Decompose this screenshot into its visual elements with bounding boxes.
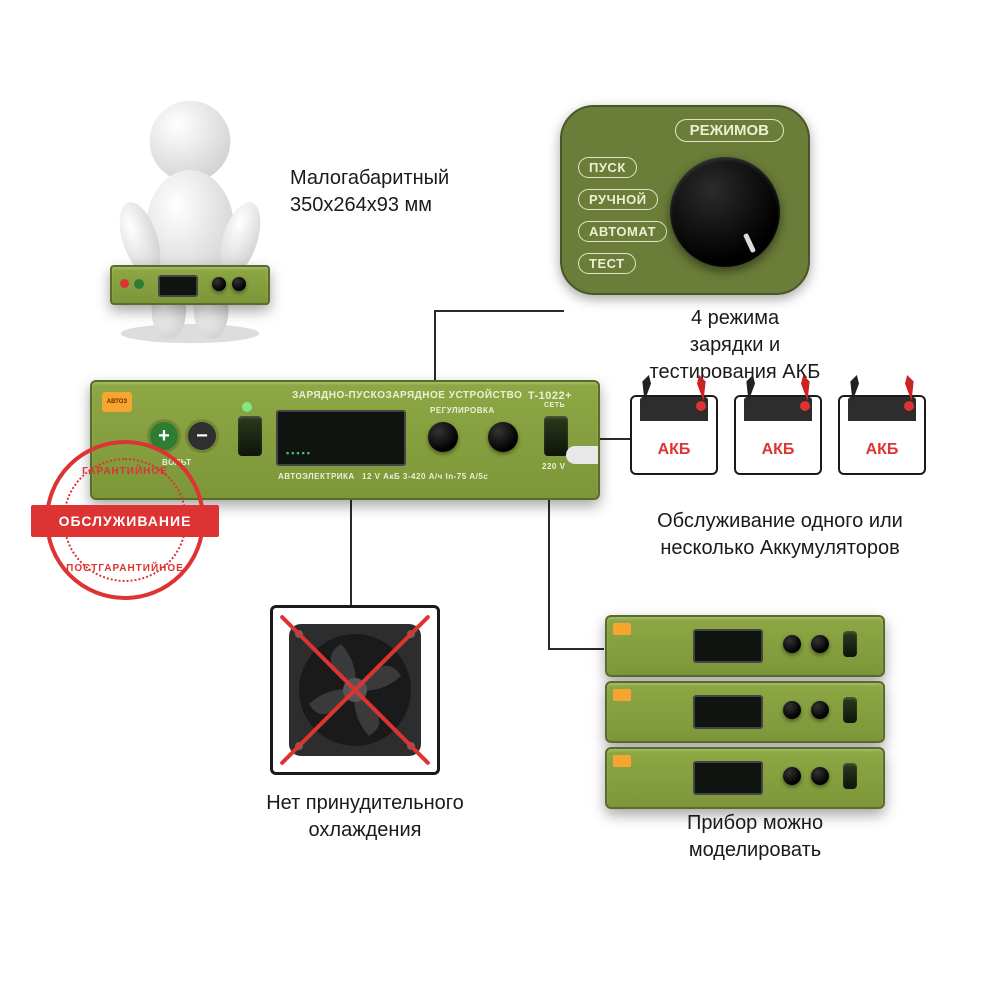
caption-modeling-l1: Прибор можно [650, 810, 860, 837]
led-1 [242, 402, 252, 412]
connector-to-modes-h [434, 310, 564, 312]
caption-compact: Малогабаритный 350х264х93 мм [290, 165, 449, 219]
rocker-left[interactable] [238, 416, 262, 456]
warranty-seal: ГАРАНТИЙНОЕ ОБСЛУЖИВАНИЕ ПОСТГАРАНТИЙНОЕ [45, 440, 205, 600]
net-label: СЕТЬ [544, 402, 565, 409]
caption-nofan-l1: Нет принудительного [255, 790, 475, 817]
device-spec: 12 V АкБ 3-420 А/ч In-75 А/5с [362, 472, 488, 481]
lcd-display: ▪▪▪▪▪ [276, 410, 406, 466]
battery-3-label: АКБ [840, 441, 924, 459]
caption-modeling: Прибор можно моделировать [650, 810, 860, 864]
seal-arc-top: ГАРАНТИЙНОЕ [45, 466, 205, 477]
battery-1-label: АКБ [632, 441, 716, 459]
seal-band: ОБСЛУЖИВАНИЕ [31, 505, 219, 537]
knob-modes[interactable] [428, 422, 458, 452]
connector-to-nofan [350, 498, 352, 608]
battery-3: АКБ [838, 395, 926, 475]
battery-1: АКБ [630, 395, 718, 475]
connector-to-modeling-h [548, 648, 604, 650]
device-stack [605, 615, 885, 809]
caption-batteries-l1: Обслуживание одного или [630, 508, 930, 535]
device-model: T-1022+ [528, 390, 572, 402]
battery-2: АКБ [734, 395, 822, 475]
caption-batteries-l2: несколько Аккумуляторов [630, 535, 930, 562]
rocker-power[interactable] [544, 416, 568, 456]
caption-compact-l1: Малогабаритный [290, 165, 449, 192]
device-title: ЗАРЯДНО-ПУСКОЗАРЯДНОЕ УСТРОЙСТВО [292, 390, 522, 401]
mode-option-2: АВТОМАТ [578, 221, 667, 242]
volt-220: 220 V [542, 462, 565, 471]
caption-modes-l1: 4 режима [625, 305, 845, 332]
caption-compact-l2: 350х264х93 мм [290, 192, 449, 219]
connector-to-modes [434, 310, 436, 382]
connector-to-modeling [548, 498, 550, 648]
caption-modes: 4 режима зарядки и тестирования АКБ [625, 305, 845, 386]
reg-label: РЕГУЛИРОВКА [430, 406, 495, 415]
caption-nofan: Нет принудительного охлаждения [255, 790, 475, 844]
infographic-canvas: АВТОЗ ЗАРЯДНО-ПУСКОЗАРЯДНОЕ УСТРОЙСТВО T… [0, 0, 1000, 1000]
no-fan-box [270, 605, 440, 775]
mode-option-1: РУЧНОЙ [578, 189, 658, 210]
caption-modeling-l2: моделировать [650, 837, 860, 864]
mains-cable [566, 446, 600, 464]
stack-unit-1 [605, 615, 885, 677]
mode-option-3: ТЕСТ [578, 253, 636, 274]
mode-dial-knob[interactable] [670, 157, 780, 267]
caption-nofan-l2: охлаждения [255, 817, 475, 844]
connector-to-batteries [598, 438, 630, 440]
mode-option-0: ПУСК [578, 157, 637, 178]
caption-modes-l2: зарядки и [625, 332, 845, 359]
mode-dial-header: РЕЖИМОВ [675, 119, 784, 142]
knob-current[interactable] [488, 422, 518, 452]
stack-unit-2 [605, 681, 885, 743]
fan-cross-icon [273, 608, 437, 772]
device-brand: АВТОЭЛЕКТРИКА [278, 472, 355, 481]
brand-sticker: АВТОЗ [102, 392, 132, 412]
mode-dial-card: РЕЖИМОВ ПУСК РУЧНОЙ АВТОМАТ ТЕСТ [560, 105, 810, 295]
battery-group: АКБ АКБ АКБ [630, 395, 926, 475]
caption-batteries: Обслуживание одного или несколько Аккуму… [630, 508, 930, 562]
seal-arc-bottom: ПОСТГАРАНТИЙНОЕ [45, 563, 205, 574]
device-held [110, 265, 270, 305]
stack-unit-3 [605, 747, 885, 809]
mannequin-figure [90, 95, 290, 345]
battery-2-label: АКБ [736, 441, 820, 459]
